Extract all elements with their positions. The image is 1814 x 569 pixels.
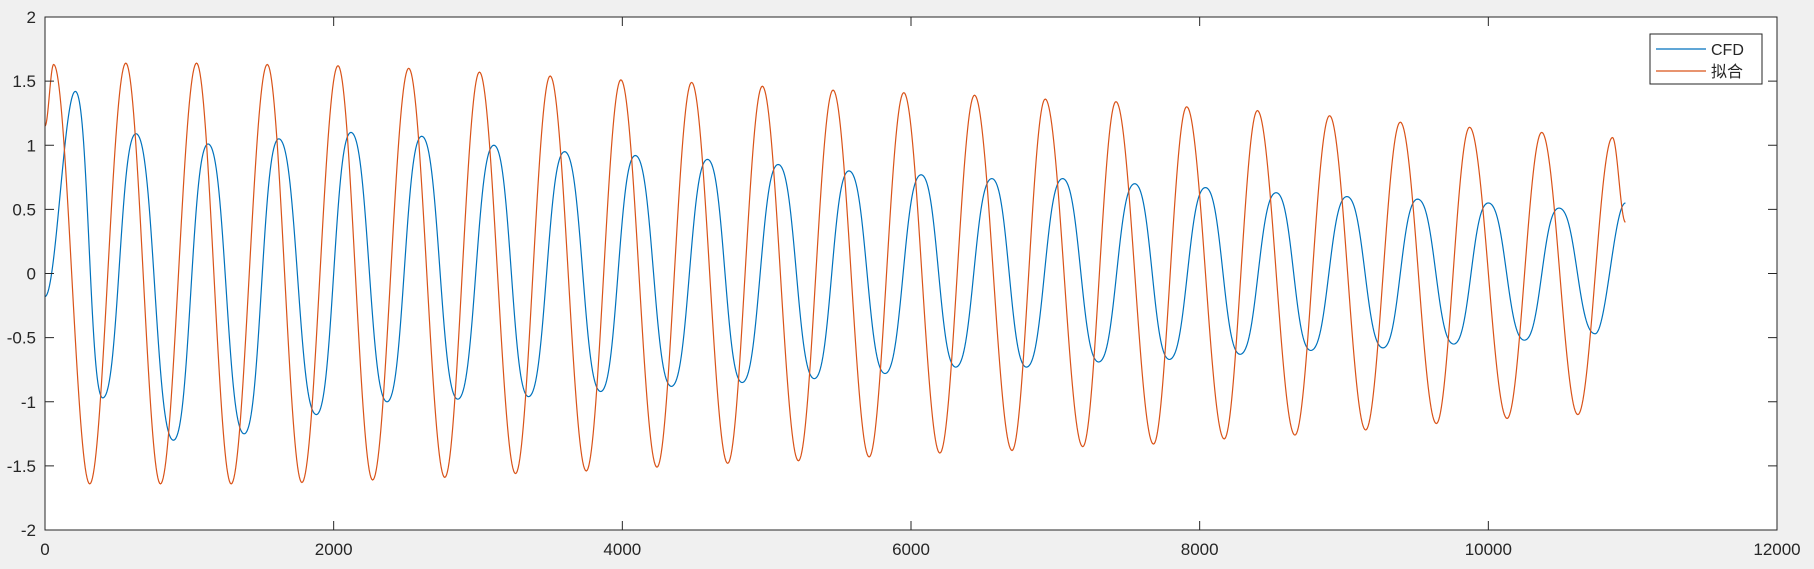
series-layer (44, 62, 1626, 485)
series-line-fit (44, 62, 1626, 485)
y-tick-label: 1.5 (12, 72, 36, 91)
x-tick-label: 12000 (1753, 540, 1800, 559)
y-tick-label: 0.5 (12, 200, 36, 219)
x-tick-label: 2000 (315, 540, 353, 559)
plot-area (45, 17, 1777, 530)
y-tick-label: -1 (21, 393, 36, 412)
x-tick-label: 8000 (1181, 540, 1219, 559)
axes-box (44, 16, 1778, 531)
legend-label: 拟合 (1711, 63, 1743, 81)
x-tick-label: 6000 (892, 540, 930, 559)
axis-ticks: 0 2000 4000 6000 8000 10000 12000 -2 -1.5 -1 -0.5 0… (7, 8, 1801, 559)
x-tick-label: 4000 (603, 540, 641, 559)
y-tick-label: 1 (27, 136, 36, 155)
x-tick-label: 10000 (1465, 540, 1512, 559)
y-tick-label: 2 (27, 8, 36, 27)
y-tick-label: -0.5 (7, 329, 36, 348)
x-tick-label: 0 (40, 540, 49, 559)
legend-box (1649, 33, 1763, 85)
y-tick-label: 0 (27, 265, 36, 284)
y-tick-label: -1.5 (7, 457, 36, 476)
legend: CFD 拟合 (1649, 33, 1763, 85)
series-line-cfd (44, 90, 1626, 441)
legend-label: CFD (1711, 42, 1744, 59)
y-tick-label: -2 (21, 521, 36, 540)
